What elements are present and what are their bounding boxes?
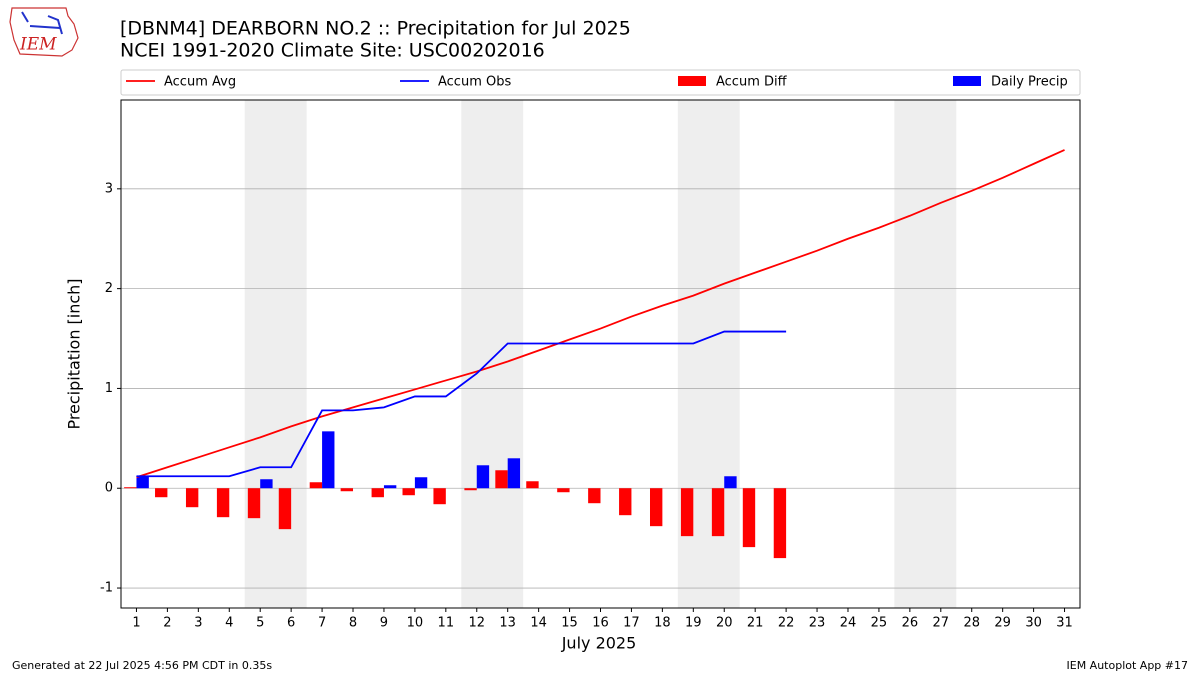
y-tick-label: 3 <box>105 181 113 196</box>
plot-frame <box>120 99 1081 609</box>
bar <box>495 470 508 489</box>
legend-label: Accum Obs <box>438 75 511 90</box>
x-tick-label: 27 <box>933 616 950 631</box>
x-tick-label: 23 <box>809 616 826 631</box>
bar <box>383 485 397 489</box>
bar <box>742 488 756 548</box>
logo: IEM <box>9 7 79 57</box>
x-tick-label: 30 <box>1025 616 1042 631</box>
x-tick-label: 5 <box>256 616 264 631</box>
bar <box>402 488 415 496</box>
weekend-shade <box>244 100 307 608</box>
bar <box>247 488 261 519</box>
bar <box>155 488 168 498</box>
x-tick-label: 15 <box>561 616 578 631</box>
legend <box>120 69 1081 96</box>
footer-right: IEM Autoplot App #17 <box>1067 659 1189 672</box>
x-tick-label: 12 <box>468 616 485 631</box>
x-tick-label: 29 <box>994 616 1011 631</box>
y-tick-label: 2 <box>105 281 113 296</box>
bar <box>322 431 335 489</box>
bar <box>619 488 632 516</box>
x-tick-label: 14 <box>530 616 547 631</box>
legend-label: Daily Precip <box>991 75 1068 90</box>
y-tick-label: -1 <box>100 581 113 596</box>
x-tick-label: 20 <box>716 616 733 631</box>
legend-swatch <box>678 76 706 86</box>
x-tick-label: 4 <box>225 616 233 631</box>
y-tick-label: 1 <box>105 381 113 396</box>
x-tick-label: 31 <box>1056 616 1073 631</box>
x-tick-label: 19 <box>685 616 702 631</box>
bar <box>649 488 663 527</box>
x-tick-label: 10 <box>407 616 424 631</box>
bar <box>371 488 384 498</box>
bar <box>136 476 149 489</box>
bar <box>773 488 787 559</box>
line <box>136 330 787 478</box>
x-tick-label: 9 <box>380 616 388 631</box>
bar <box>526 481 539 489</box>
x-tick-label: 21 <box>747 616 764 631</box>
legend-swatch <box>953 76 981 86</box>
bar <box>711 488 725 537</box>
x-tick-label: 1 <box>132 616 140 631</box>
bar <box>185 488 199 508</box>
x-tick-label: 2 <box>163 616 171 631</box>
legend-label: Accum Avg <box>164 75 236 90</box>
y-axis-label: Precipitation [inch] <box>65 278 84 429</box>
x-tick-label: 26 <box>902 616 919 631</box>
bar <box>216 488 230 518</box>
bar <box>124 487 137 489</box>
weekend-shade <box>461 100 524 608</box>
bar <box>340 488 354 492</box>
chart-subtitle: NCEI 1991-2020 Climate Site: USC00202016 <box>120 40 545 62</box>
legend-label: Accum Diff <box>716 75 788 90</box>
bar <box>260 479 273 489</box>
bar <box>278 488 292 530</box>
x-axis-label: July 2025 <box>561 634 637 653</box>
bar <box>507 458 521 489</box>
x-tick-label: 7 <box>318 616 326 631</box>
bar <box>680 488 694 537</box>
bar <box>724 476 737 489</box>
x-tick-label: 16 <box>592 616 609 631</box>
logo-outline <box>9 7 79 57</box>
x-tick-label: 22 <box>778 616 795 631</box>
x-tick-label: 3 <box>194 616 202 631</box>
footer-left: Generated at 22 Jul 2025 4:56 PM CDT in … <box>12 659 272 672</box>
x-tick-label: 24 <box>840 616 857 631</box>
bar <box>557 488 570 493</box>
bar <box>476 465 490 489</box>
bar <box>588 488 601 504</box>
bar <box>433 488 446 505</box>
bar <box>309 482 323 489</box>
x-tick-label: 28 <box>963 616 980 631</box>
logo-icons <box>21 11 63 35</box>
x-tick-label: 6 <box>287 616 295 631</box>
x-tick-label: 11 <box>438 616 455 631</box>
x-tick-label: 18 <box>654 616 671 631</box>
weekend-shade <box>894 100 957 608</box>
x-tick-label: 8 <box>349 616 357 631</box>
bar <box>414 477 428 489</box>
y-tick-label: 0 <box>105 481 113 496</box>
bar <box>464 488 477 491</box>
x-tick-label: 25 <box>871 616 888 631</box>
logo-text: IEM <box>19 35 57 55</box>
chart-title: [DBNM4] DEARBORN NO.2 :: Precipitation f… <box>120 18 631 40</box>
x-tick-label: 17 <box>623 616 640 631</box>
line <box>136 149 1065 479</box>
x-tick-label: 13 <box>499 616 516 631</box>
